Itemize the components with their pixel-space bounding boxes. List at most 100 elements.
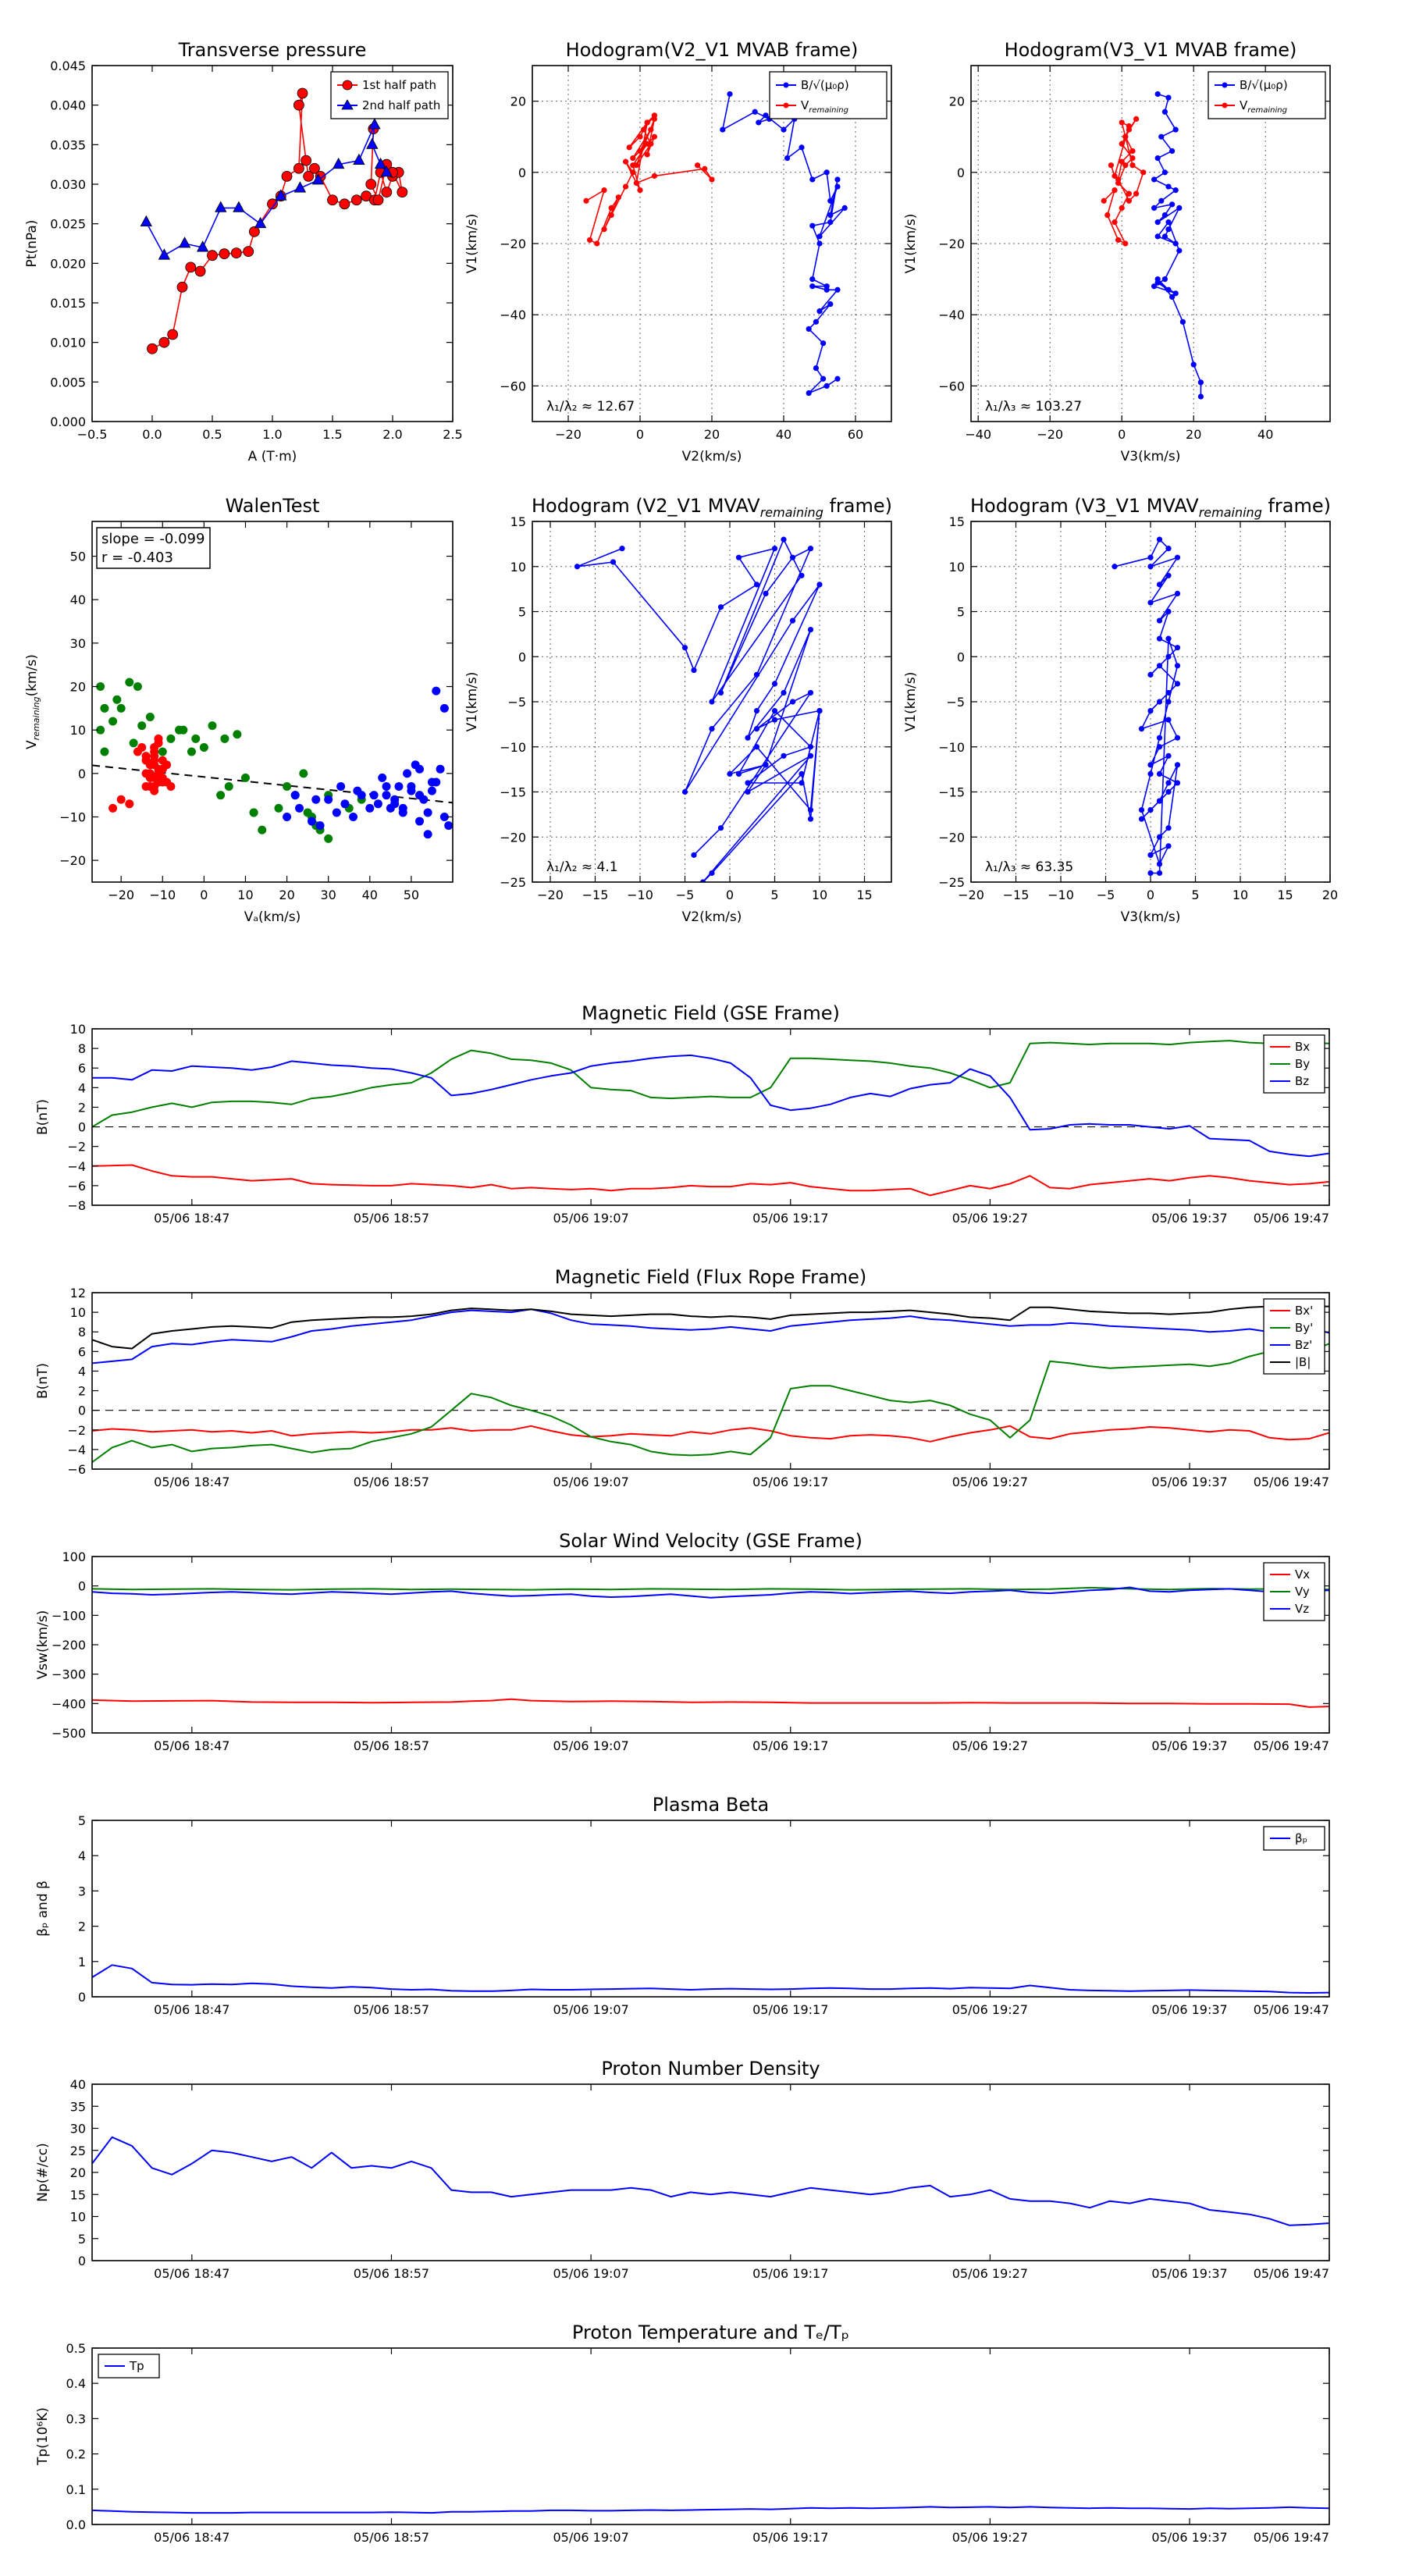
chart-title: Hodogram(V3_V1 MVAB frame) xyxy=(1005,39,1297,61)
y-axis-label: Tp(10⁶K) xyxy=(35,2407,51,2466)
data-point xyxy=(745,788,751,795)
x-tick-label: −10 xyxy=(1048,888,1074,902)
chart-title: Magnetic Field (Flux Rope Frame) xyxy=(555,1266,866,1288)
x-tick-label: 60 xyxy=(848,427,863,442)
data-point xyxy=(1179,318,1186,325)
data-point xyxy=(248,226,260,237)
data-point xyxy=(100,747,109,756)
data-point xyxy=(771,681,778,687)
chart-plasma-beta: 0 1 2 3 4 5 05/06 18:47 05/06 18:57 05/06 19:07 0… xyxy=(35,1794,1330,2017)
data-point xyxy=(125,678,134,687)
x-tick-label: −20 xyxy=(1037,427,1063,442)
data-point xyxy=(403,769,412,778)
data-point xyxy=(1165,286,1172,293)
legend: B/√(μ₀ρ) Vremaining xyxy=(1208,71,1326,119)
series-1 xyxy=(96,678,366,843)
legend-label: B/√(μ₀ρ) xyxy=(1240,78,1288,92)
data-point xyxy=(1174,554,1181,560)
y-tick-label: 0.030 xyxy=(50,177,86,192)
y-tick-label: 0 xyxy=(957,649,965,664)
annotation-frame xyxy=(96,527,211,569)
axes-frame xyxy=(91,1028,1330,1206)
chart-title: Solar Wind Velocity (GSE Frame) xyxy=(559,1530,863,1552)
data-point xyxy=(1156,735,1163,741)
x-tick-label: 0 xyxy=(636,427,644,442)
y-tick-label: 0.040 xyxy=(50,98,86,113)
x-tick-label: 05/06 19:27 xyxy=(952,1211,1028,1226)
data-point xyxy=(637,187,643,194)
y-tick-label: −2 xyxy=(67,1423,86,1438)
legend: βₚ xyxy=(1263,1826,1325,1851)
data-point xyxy=(108,717,118,726)
data-point xyxy=(823,286,830,293)
series-2 xyxy=(283,686,453,839)
data-point xyxy=(720,126,726,133)
data-point xyxy=(695,162,701,169)
data-point xyxy=(1165,94,1172,101)
data-point xyxy=(1115,176,1122,183)
x-tick-label: 0.0 xyxy=(142,427,162,442)
data-point xyxy=(1147,870,1154,877)
x-tick-label: 05/06 19:37 xyxy=(1151,1475,1227,1489)
data-point xyxy=(587,237,593,244)
series-2 xyxy=(92,1308,1329,1364)
x-tick-label: 05/06 19:07 xyxy=(553,1738,628,1753)
data-point xyxy=(1140,169,1147,176)
series-0 xyxy=(92,1964,1329,1994)
y-tick-label: −100 xyxy=(52,1608,86,1623)
data-point xyxy=(1147,770,1154,777)
y-tick-label: −60 xyxy=(500,379,526,393)
y-axis-label: Pt(nPa) xyxy=(24,220,40,268)
x-tick-label: −20 xyxy=(537,888,564,902)
data-point xyxy=(807,807,814,813)
x-tick-label: 05/06 19:37 xyxy=(1151,1738,1227,1753)
y-axis-label: V1(km/s) xyxy=(464,214,480,274)
data-point xyxy=(691,852,697,858)
y-tick-label: −20 xyxy=(938,830,965,845)
data-point xyxy=(194,265,206,277)
y-tick-label: 2 xyxy=(78,1384,86,1399)
x-tick-label: 20 xyxy=(279,888,294,902)
data-point xyxy=(1138,807,1145,813)
x-tick-label: 05/06 19:47 xyxy=(1254,2530,1329,2545)
axes-frame xyxy=(91,521,454,883)
y-tick-label: 40 xyxy=(70,2077,86,2092)
x-tick-label: 05/06 19:17 xyxy=(752,2530,828,2545)
x-axis-label: V3(km/s) xyxy=(1121,909,1181,925)
data-point xyxy=(1154,91,1161,98)
data-point xyxy=(336,782,346,792)
y-tick-label: 0.000 xyxy=(50,415,86,429)
data-point xyxy=(691,667,697,674)
data-point xyxy=(397,187,408,198)
y-tick-label: −4 xyxy=(67,1443,86,1457)
y-tick-label: 4 xyxy=(78,1080,86,1095)
data-point xyxy=(771,717,778,723)
series-0 xyxy=(92,2506,1329,2514)
data-point xyxy=(1126,123,1132,130)
y-tick-label: 5 xyxy=(78,1813,86,1828)
y-tick-label: 0 xyxy=(518,165,526,180)
data-point xyxy=(753,726,760,732)
data-point xyxy=(1138,816,1145,822)
x-tick-label: 05/06 19:27 xyxy=(952,1738,1028,1753)
data-point xyxy=(1138,726,1145,732)
legend-label: Vremaining xyxy=(801,98,848,115)
x-tick-label: 05/06 19:27 xyxy=(952,1475,1028,1489)
x-tick-label: 10 xyxy=(812,888,827,902)
data-point xyxy=(436,764,445,774)
data-point xyxy=(267,198,278,210)
x-tick-label: 20 xyxy=(704,427,720,442)
data-point xyxy=(807,753,814,759)
data-point xyxy=(1161,233,1168,240)
data-point xyxy=(699,879,706,882)
legend-marker xyxy=(783,102,789,109)
x-tick-label: 1.5 xyxy=(322,427,342,442)
y-tick-label: 8 xyxy=(78,1325,86,1340)
data-point xyxy=(133,747,142,756)
data-layer xyxy=(140,87,408,354)
legend-label: Tp xyxy=(129,2359,144,2373)
data-point xyxy=(1147,671,1154,678)
data-point xyxy=(439,813,449,822)
data-point xyxy=(763,762,769,768)
chart-hodogram-v2-v1-mvav: −25 −20 −15 −10 −5 0 5 10 15 −20 −15 −10 −5 0 5 10 15 Hod… xyxy=(464,495,892,925)
